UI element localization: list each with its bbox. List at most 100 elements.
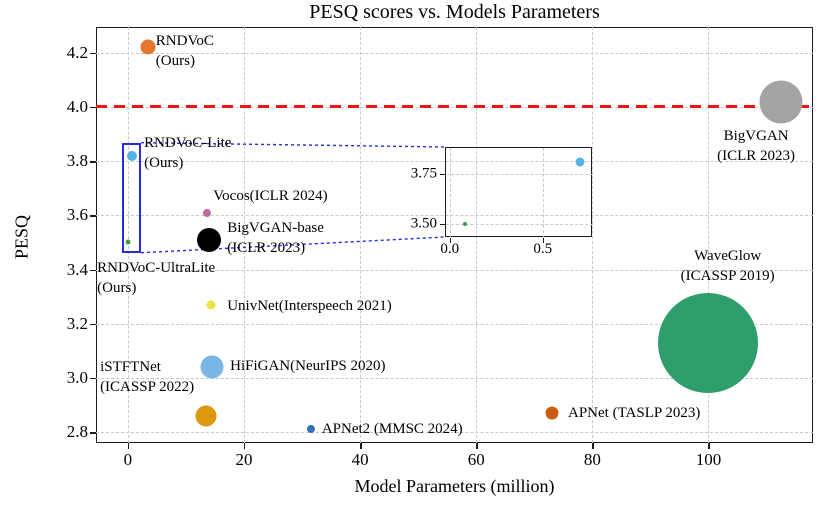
x-tick-label-0: 0 — [123, 450, 133, 469]
annotation-line: (ICLR 2023) — [717, 147, 796, 164]
inset-x-tick-label-0.0: 0.0 — [440, 241, 460, 257]
y-tick-4.0 — [90, 106, 96, 109]
zoom-source-rect — [122, 142, 142, 253]
inset-x-tick-0.0 — [449, 238, 452, 243]
plot-area — [96, 27, 813, 443]
annotation-line: APNet (TASLP 2023) — [568, 404, 701, 421]
inset-y-tick-3.50 — [440, 224, 445, 226]
y-tick-3.2 — [90, 323, 96, 326]
grid-line-y-3.0 — [96, 377, 813, 379]
grid-line-x-0 — [127, 27, 129, 443]
x-tick-label-20: 20 — [235, 450, 253, 469]
x-tick-label-40: 40 — [351, 450, 369, 469]
point-rndvoc-ultralite — [125, 239, 131, 245]
x-tick-40 — [360, 443, 362, 449]
annotation-line: UnivNet(Interspeech 2021) — [227, 297, 392, 314]
point-istftnet — [195, 405, 217, 427]
annotation-vocos: Vocos(ICLR 2024) — [213, 186, 327, 206]
annotation-line: HiFiGAN(NeurIPS 2020) — [230, 357, 386, 374]
annotation-line: (Ours) — [97, 279, 137, 296]
annotation-line: (Ours) — [155, 53, 195, 70]
point-vocos — [202, 208, 211, 217]
y-tick-label-3.6: 3.6 — [66, 205, 88, 225]
annotation-line: (ICLR 2023) — [227, 240, 306, 257]
x-tick-label-100: 100 — [695, 450, 722, 469]
annotation-waveglow: WaveGlow (ICASSP 2019) — [681, 246, 775, 286]
x-tick-100 — [708, 443, 710, 449]
annotation-univnet: UnivNet(Interspeech 2021) — [227, 296, 392, 316]
inset-grid-y-3.50 — [446, 224, 593, 225]
inset-y-tick-label-3.50: 3.50 — [410, 215, 437, 232]
y-tick-label-2.8: 2.8 — [66, 422, 88, 442]
x-axis-label: Model Parameters (million) — [354, 476, 555, 496]
x-tick-0 — [127, 443, 130, 449]
inset-point-rndvoc-ultralite — [462, 222, 467, 226]
grid-line-y-3.2 — [96, 323, 813, 325]
point-rndvoc-lite — [126, 150, 137, 161]
y-tick-label-4.2: 4.2 — [66, 42, 88, 62]
annotation-line: RNDVoC-Lite — [144, 134, 232, 151]
y-tick-label-3.4: 3.4 — [66, 259, 88, 279]
point-hifigan — [200, 355, 224, 379]
annotation-apnet: APNet (TASLP 2023) — [568, 403, 700, 423]
annotation-line: Vocos(ICLR 2024) — [213, 187, 328, 204]
inset-grid-y-3.75 — [446, 174, 593, 175]
y-tick-label-3.8: 3.8 — [66, 151, 88, 171]
x-tick-20 — [244, 443, 246, 449]
annotation-line: RNDVoC-UltraLite — [97, 259, 216, 276]
y-tick-label-4.0: 4.0 — [66, 96, 88, 116]
y-tick-2.8 — [90, 432, 96, 434]
grid-line-x-20 — [244, 27, 246, 443]
annotation-rndvoc-ultralite: RNDVoC-UltraLite (Ours) — [97, 258, 215, 298]
y-tick-3.0 — [90, 377, 96, 380]
y-tick-label-3.0: 3.0 — [66, 367, 88, 387]
x-tick-label-80: 80 — [583, 450, 601, 469]
inset-grid-x-0.5 — [542, 148, 544, 238]
y-tick-4.2 — [90, 52, 96, 55]
grid-line-x-80 — [592, 27, 594, 443]
annotation-bigvgan-base: BigVGAN-base (ICLR 2023) — [227, 218, 324, 258]
reference-line-pesq-4 — [96, 105, 813, 109]
point-univnet — [206, 300, 216, 310]
annotation-rndvoc: RNDVoC (Ours) — [156, 31, 214, 71]
annotation-apnet2: APNet2 (MMSC 2024) — [322, 419, 463, 439]
inset-point-rndvoc-lite — [575, 157, 585, 167]
annotation-rndvoc-lite: RNDVoC-Lite (Ours) — [144, 133, 231, 173]
grid-line-x-100 — [708, 27, 710, 443]
annotation-bigvgan: BigVGAN (ICLR 2023) — [717, 126, 795, 166]
grid-line-x-60 — [476, 27, 478, 443]
point-apnet — [545, 406, 559, 420]
chart-title: PESQ scores vs. Models Parameters — [309, 1, 600, 23]
point-bigvgan — [759, 80, 803, 124]
annotation-line: WaveGlow — [694, 247, 762, 264]
grid-line-y-2.8 — [96, 432, 813, 434]
y-tick-3.8 — [90, 161, 96, 163]
grid-line-y-4.2 — [96, 52, 813, 54]
inset-y-tick-3.75 — [440, 174, 445, 176]
zoom-inset-axes: 0.0 0.5 3.50 3.75 — [411, 147, 593, 257]
grid-line-y-3.8 — [96, 161, 813, 163]
grid-line-y-3.6 — [96, 215, 813, 217]
annotation-line: (ICASSP 2019) — [680, 267, 775, 284]
x-tick-label-60: 60 — [467, 450, 485, 469]
x-tick-60 — [476, 443, 478, 449]
point-bigvgan-base — [197, 227, 222, 252]
annotation-line: BigVGAN-base — [227, 220, 324, 237]
inset-grid-x-0.0 — [449, 148, 451, 238]
annotation-line: RNDVoC — [155, 33, 214, 50]
y-axis-label: PESQ — [11, 214, 32, 260]
annotation-line: BigVGAN — [723, 127, 789, 144]
annotation-line: (Ours) — [144, 154, 184, 171]
x-tick-80 — [592, 443, 594, 449]
inset-x-tick-label-0.5: 0.5 — [533, 241, 553, 257]
point-waveglow — [658, 292, 759, 393]
annotation-line: APNet2 (MMSC 2024) — [321, 420, 463, 437]
grid-line-x-40 — [360, 27, 362, 443]
annotation-line: iSTFTNet — [100, 358, 161, 375]
y-tick-3.4 — [90, 269, 96, 271]
point-rndvoc — [140, 39, 156, 55]
inset-y-tick-label-3.75: 3.75 — [410, 165, 437, 182]
inset-x-tick-0.5 — [542, 238, 545, 243]
annotation-hifigan: HiFiGAN(NeurIPS 2020) — [230, 356, 385, 376]
